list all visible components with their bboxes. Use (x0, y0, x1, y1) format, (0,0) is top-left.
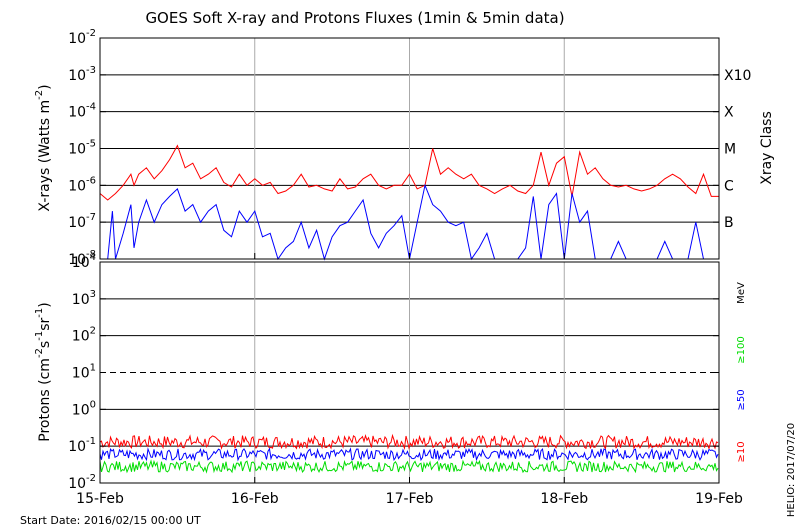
xray-class-labels: X10 X M C B (724, 68, 751, 231)
proton-panel: 104 103 102 101 100 10-1 10-2 MeV ≥100 ≥50 ≥10 P… (34, 252, 747, 492)
credit-label: HELIO: 2017/07/20 (786, 423, 797, 517)
xray-y-tick-label: 10-3 (68, 65, 96, 84)
start-date-label: Start Date: 2016/02/15 00:00 UT (20, 514, 201, 527)
proton-y-tick-label: 104 (72, 252, 96, 271)
xray-class-label: X (724, 105, 734, 121)
x-tick-label: 15-Feb (76, 491, 124, 507)
xray-y-tick-label: 10-6 (68, 175, 96, 194)
x-tick-label: 18-Feb (540, 491, 588, 507)
xray-gridlines (100, 38, 719, 259)
proton-y-tick-label: 100 (72, 399, 96, 418)
proton-y-tick-label: 10-1 (68, 436, 96, 455)
xray-class-label: X10 (724, 68, 751, 84)
chart-title: GOES Soft X-ray and Protons Fluxes (1min… (145, 9, 564, 27)
x-axis-tick-labels: 15-Feb 16-Feb 17-Feb 18-Feb 19-Feb (76, 253, 743, 507)
mev-label: MeV (736, 282, 747, 304)
energy-label: ≥10 (736, 441, 747, 462)
xray-y-axis-label: X-rays (Watts m-2) (34, 84, 53, 211)
energy-label: ≥100 (736, 336, 747, 363)
proton-100mev-series (99, 459, 719, 474)
proton-y-tick-label: 103 (72, 289, 96, 308)
proton-y-tick-label: 10-2 (68, 473, 96, 492)
energy-label: ≥50 (736, 389, 747, 410)
xray-y-tick-label: 10-8 (68, 249, 96, 268)
proton-series-group (99, 433, 719, 474)
xray-class-label: M (724, 142, 736, 158)
xray-y-tick-label: 10-5 (68, 139, 96, 158)
xray-y-tick-label: 10-4 (68, 102, 96, 121)
xray-class-label: B (724, 215, 734, 231)
xray-class-axis-label: Xray Class (759, 111, 775, 185)
proton-10mev-series (99, 433, 719, 451)
xray-y-tick-labels: 10-2 10-3 10-4 10-5 10-6 10-7 10-8 (68, 28, 719, 268)
xray-panel: 10-2 10-3 10-4 10-5 10-6 10-7 10-8 X10 X M C B Xra… (34, 28, 775, 268)
xray-class-label: C (724, 178, 734, 194)
proton-gridlines (100, 262, 719, 483)
x-tick-label: 17-Feb (386, 491, 434, 507)
xray-y-tick-label: 10-2 (68, 28, 96, 47)
proton-50mev-series (99, 447, 719, 462)
xray-short-series (100, 183, 719, 261)
proton-y-axis-label: Protons (cm-2s-1sr-1) (34, 302, 53, 441)
xray-series-group (99, 144, 719, 261)
proton-y-tick-label: 102 (72, 326, 96, 345)
xray-long-series (99, 144, 719, 201)
proton-y-tick-labels: 104 103 102 101 100 10-1 10-2 (68, 252, 719, 492)
x-tick-label: 16-Feb (231, 491, 279, 507)
energy-legend: ≥100 ≥50 ≥10 (736, 336, 747, 462)
xray-y-tick-label: 10-7 (68, 212, 96, 231)
x-tick-label: 19-Feb (695, 491, 743, 507)
proton-y-tick-label: 101 (72, 363, 96, 382)
